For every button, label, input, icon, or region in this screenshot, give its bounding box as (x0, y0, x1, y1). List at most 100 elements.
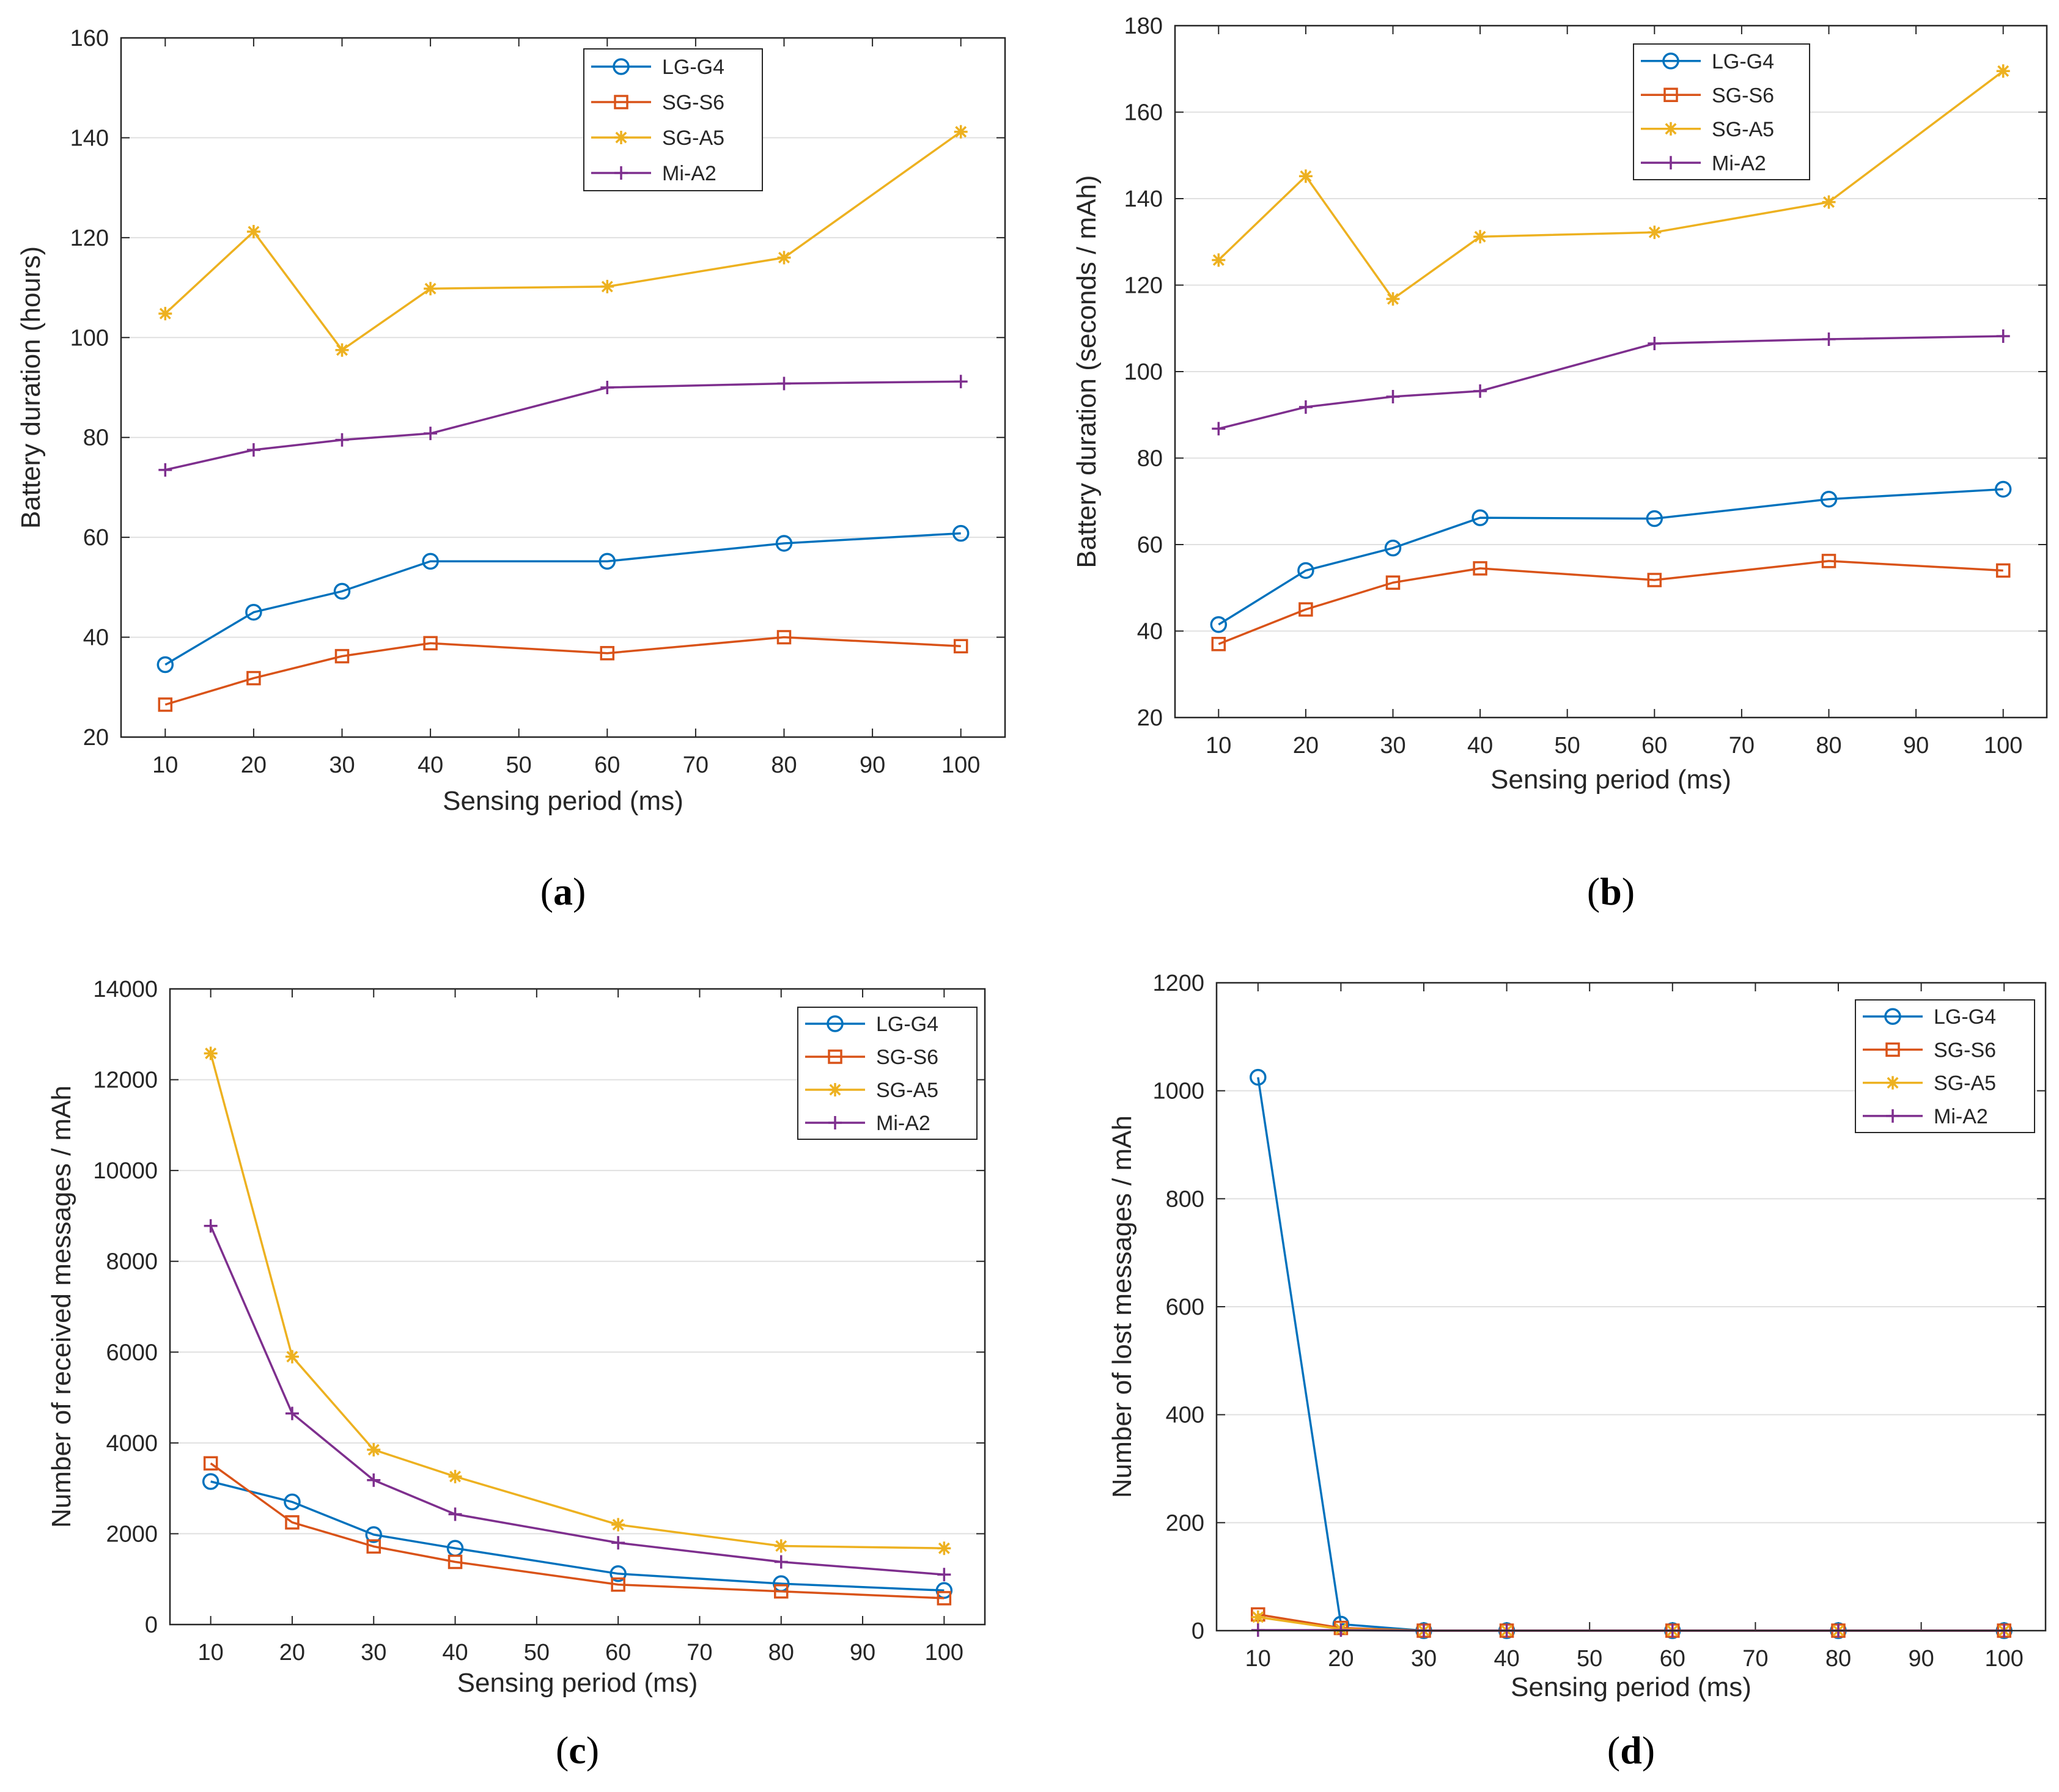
x-tick-label: 100 (1984, 733, 2022, 758)
x-tick-label: 70 (1729, 733, 1755, 758)
x-tick-label: 100 (941, 752, 980, 778)
y-tick-label: 140 (1124, 186, 1163, 212)
y-tick-label: 40 (83, 625, 109, 651)
y-tick-label: 14000 (93, 977, 158, 1002)
data-point (424, 282, 438, 296)
data-point (422, 553, 439, 570)
legend-marker (614, 131, 628, 144)
data-point (610, 1565, 627, 1582)
y-tick-label: 20 (1137, 705, 1163, 731)
legend-label: SG-S6 (1712, 84, 1774, 107)
x-tick-label: 90 (1903, 733, 1929, 758)
legend-label: SG-A5 (662, 127, 724, 150)
x-tick-label: 50 (524, 1640, 550, 1665)
data-point (1995, 563, 2011, 578)
y-tick-label: 160 (1124, 100, 1163, 126)
legend-marker (828, 1083, 842, 1096)
data-point (777, 251, 791, 265)
data-point (953, 639, 968, 654)
legend-label: Mi-A2 (876, 1112, 930, 1135)
y-tick-label: 12000 (93, 1068, 158, 1093)
legend-label: LG-G4 (876, 1013, 938, 1036)
legend-marker (1664, 156, 1678, 170)
y-axis-label: Battery duration (hours) (16, 246, 46, 529)
data-point (774, 1539, 788, 1553)
data-point (1384, 539, 1402, 557)
legend-label: Mi-A2 (662, 162, 716, 185)
data-point (937, 1568, 951, 1582)
x-tick-label: 30 (329, 752, 355, 778)
data-point (366, 1539, 381, 1554)
data-point (1473, 230, 1487, 244)
legend-label: SG-S6 (1934, 1038, 1996, 1062)
axes-box (120, 37, 1006, 738)
data-point (158, 697, 173, 712)
data-point (448, 1507, 462, 1521)
axes-box (169, 988, 986, 1626)
data-point (1996, 64, 2010, 78)
legend: LG-G4 SG-S6 SG-A5 Mi-A2 (1855, 999, 2035, 1133)
data-point (335, 343, 349, 357)
data-point (203, 1456, 218, 1471)
data-point (246, 443, 260, 457)
data-point (774, 1584, 789, 1599)
legend-entry: LG-G4 (805, 1013, 938, 1036)
legend-label: LG-G4 (1712, 50, 1774, 73)
y-tick-label: 140 (70, 125, 109, 151)
y-tick-label: 1200 (1152, 971, 1204, 996)
data-point (204, 1046, 218, 1060)
data-point (285, 1515, 300, 1530)
data-point (937, 1591, 952, 1606)
y-tick-label: 8000 (106, 1249, 158, 1275)
legend-marker (613, 58, 630, 75)
legend: LG-G4 SG-S6 SG-A5 Mi-A2 (1633, 43, 1810, 180)
x-tick-label: 90 (1908, 1646, 1934, 1672)
x-tick-label: 90 (860, 752, 885, 778)
x-tick-label: 30 (1411, 1646, 1437, 1672)
data-point (775, 535, 793, 552)
x-tick-label: 20 (279, 1640, 305, 1665)
data-point (952, 524, 970, 542)
x-tick-label: 40 (418, 752, 443, 778)
x-tick-label: 80 (1825, 1646, 1851, 1672)
legend-box (583, 48, 763, 191)
data-point (448, 1554, 463, 1570)
data-point (611, 1577, 625, 1592)
data-point (1820, 490, 1838, 508)
data-point (1211, 636, 1226, 652)
legend-entry: LG-G4 (1863, 1005, 1996, 1029)
data-point (1996, 329, 2010, 343)
data-point (202, 1473, 219, 1490)
data-point (424, 427, 438, 441)
y-axis-label: Number of received messages / mAh (46, 1085, 76, 1528)
series-Mi-A2 (1212, 329, 2010, 436)
series-line (1218, 488, 2003, 626)
legend-entry: SG-A5 (1641, 118, 1774, 141)
y-tick-label: 4000 (106, 1431, 158, 1456)
x-tick-label: 90 (850, 1640, 875, 1665)
legend-box (1633, 43, 1810, 180)
legend-marker (614, 95, 628, 109)
x-tick-label: 30 (1380, 733, 1405, 758)
legend-entry: SG-A5 (591, 127, 724, 150)
y-tick-label: 120 (70, 226, 109, 251)
legend-entry: Mi-A2 (591, 162, 716, 185)
x-tick-label: 80 (771, 752, 797, 778)
y-tick-label: 400 (1166, 1403, 1204, 1428)
data-point (285, 1406, 299, 1420)
x-tick-label: 60 (1641, 733, 1667, 758)
legend-label: Mi-A2 (1712, 152, 1766, 175)
data-point (1386, 292, 1400, 306)
x-tick-label: 70 (1742, 1646, 1768, 1672)
data-point (776, 630, 792, 645)
legend-label: LG-G4 (1934, 1005, 1996, 1029)
legend-box (1855, 999, 2035, 1133)
y-tick-label: 0 (1192, 1618, 1204, 1644)
legend-entry: Mi-A2 (805, 1112, 930, 1135)
chart-a: 10 20 30 40 50 60 70 80 90 100 20 40 60 80 100 120 140 16… (16, 26, 1006, 913)
subfigure-caption: (a) (540, 870, 586, 913)
data-point (365, 1526, 382, 1543)
data-point (1473, 561, 1487, 576)
data-point (954, 375, 968, 389)
